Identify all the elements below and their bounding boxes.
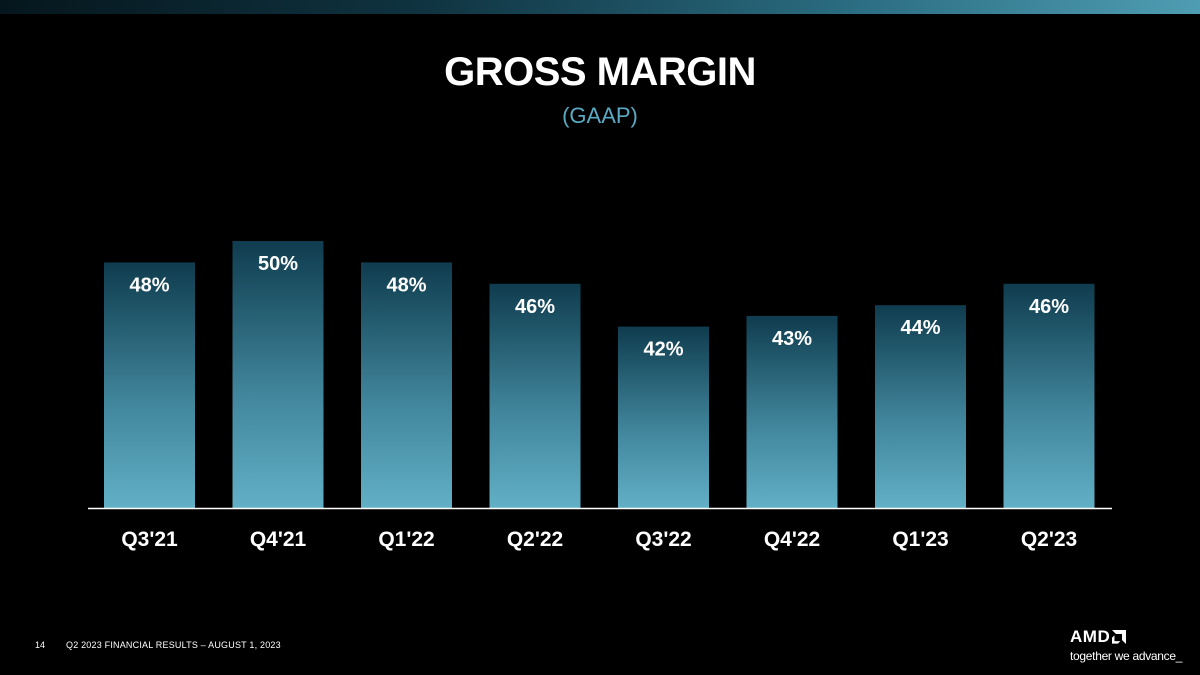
- bar-value-label: 48%: [386, 274, 426, 296]
- x-tick-label: Q3'21: [121, 528, 178, 551]
- bar-Q3'21: [104, 262, 195, 508]
- bar-value-label: 48%: [129, 274, 169, 296]
- amd-arrow-icon: [1112, 630, 1127, 644]
- x-tick-label: Q1'23: [892, 528, 948, 551]
- bar-value-label: 42%: [643, 339, 683, 361]
- page-subtitle: (GAAP): [562, 103, 638, 128]
- logo-tagline: together we advance_: [1070, 649, 1183, 663]
- logo-wordmark: AMD: [1070, 627, 1111, 646]
- x-tick-label: Q4'21: [250, 528, 307, 551]
- x-tick-label: Q1'22: [378, 528, 434, 551]
- x-tick-label: Q2'23: [1021, 528, 1077, 551]
- bar-Q1'22: [361, 262, 452, 508]
- bar-value-label: 46%: [1029, 296, 1069, 318]
- page-number: 14: [35, 640, 46, 650]
- bar-Q4'21: [232, 241, 324, 508]
- bar-Q1'23: [875, 305, 966, 508]
- bar-value-label: 46%: [515, 296, 555, 318]
- x-tick-label: Q4'22: [764, 528, 820, 551]
- x-tick-label: Q2'22: [507, 528, 563, 551]
- bar-Q3'22: [618, 326, 709, 508]
- bar-Q4'22: [746, 315, 838, 508]
- x-tick-label: Q3'22: [635, 528, 691, 551]
- bar-value-label: 50%: [258, 253, 298, 275]
- amd-logo: AMD together we advance_: [1070, 627, 1185, 663]
- page-title: GROSS MARGIN: [444, 50, 756, 94]
- bar-Q2'22: [489, 283, 581, 508]
- bar-value-label: 43%: [772, 328, 812, 350]
- top-accent-bar: [0, 0, 1200, 14]
- footer-text: Q2 2023 FINANCIAL RESULTS – AUGUST 1, 20…: [66, 640, 281, 650]
- bar-Q2'23: [1003, 283, 1095, 508]
- bar-value-label: 44%: [900, 317, 940, 339]
